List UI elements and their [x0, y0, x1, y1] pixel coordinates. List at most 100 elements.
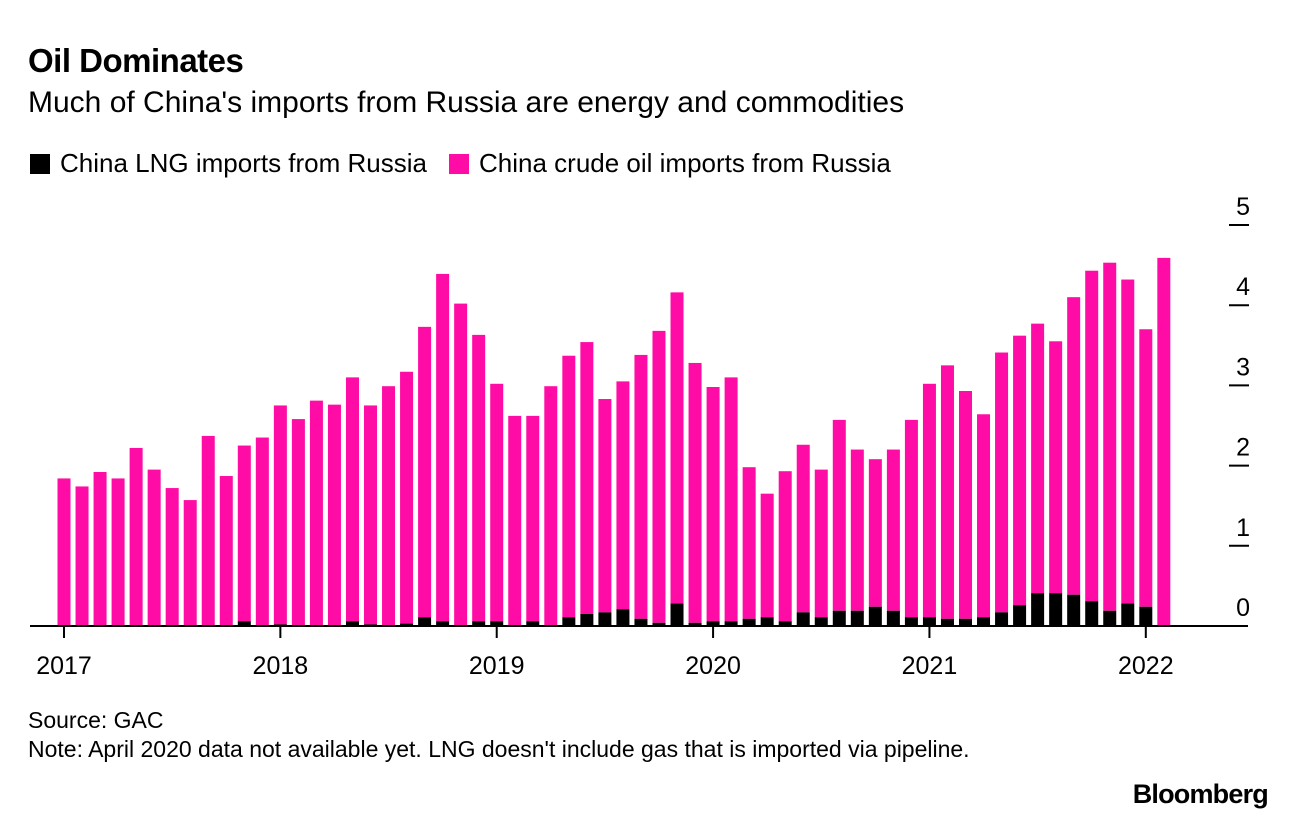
bar-crude	[796, 444, 810, 613]
bar-crude	[1157, 257, 1171, 626]
legend-label-lng: China LNG imports from Russia	[60, 148, 427, 178]
bar-lng	[832, 610, 846, 626]
bar-crude	[129, 447, 143, 626]
bar-lng	[886, 610, 900, 626]
bar-crude	[670, 292, 684, 604]
bar-lng	[400, 623, 414, 626]
bar-crude	[940, 365, 954, 619]
bar-crude	[93, 472, 107, 626]
bar-crude	[183, 500, 197, 626]
legend-label-crude: China crude oil imports from Russia	[479, 148, 891, 178]
bar-crude	[995, 352, 1009, 613]
legend-item-crude: China crude oil imports from Russia	[449, 148, 891, 179]
x-tick-label: 2018	[253, 652, 309, 680]
bar-lng	[706, 621, 720, 626]
bar-crude	[490, 383, 504, 622]
bar-crude	[418, 326, 432, 618]
bar-crude	[598, 399, 612, 613]
x-tick-label: 2020	[685, 652, 741, 680]
bar-lng	[796, 612, 810, 626]
y-tick-label: 5	[1236, 193, 1250, 221]
bar-lng	[634, 618, 648, 626]
bars-group	[57, 257, 1171, 626]
bar-lng	[814, 617, 828, 626]
bar-lng	[652, 622, 666, 626]
bar-lng	[562, 617, 576, 626]
bar-crude	[904, 419, 918, 618]
bar-crude	[291, 419, 305, 626]
bar-crude	[868, 459, 882, 607]
bar-crude	[977, 414, 991, 618]
bar-crude	[742, 467, 756, 619]
bar-lng	[472, 621, 486, 626]
bar-crude	[580, 342, 594, 614]
bar-crude	[219, 476, 233, 626]
bar-lng	[670, 603, 684, 626]
chart-title: Oil Dominates	[28, 42, 244, 79]
bar-lng	[345, 621, 359, 626]
axes-group: 0 1 2 3 4 5 2017 2018 2019 2020 2021 2022	[30, 193, 1250, 680]
bar-crude	[814, 469, 828, 618]
bar-lng	[490, 621, 504, 626]
bar-crude	[886, 449, 900, 611]
bar-crude	[400, 371, 414, 624]
bar-lng	[904, 617, 918, 626]
bar-lng	[598, 612, 612, 626]
bar-lng	[1121, 603, 1135, 626]
bar-crude	[760, 493, 774, 618]
bar-lng	[1103, 610, 1117, 626]
bar-lng	[977, 617, 991, 626]
bar-lng	[850, 610, 864, 626]
bar-crude	[634, 354, 648, 619]
bar-crude	[255, 437, 269, 626]
x-tick-label: 2019	[469, 652, 525, 680]
legend-swatch-lng	[30, 153, 50, 174]
legend-swatch-crude	[449, 153, 469, 174]
bar-crude	[616, 381, 630, 610]
bar-lng	[724, 621, 738, 626]
bar-crude	[309, 400, 323, 626]
chart-subtitle: Much of China's imports from Russia are …	[28, 86, 905, 119]
bar-lng	[868, 606, 882, 626]
bar-lng	[940, 618, 954, 626]
bar-crude	[472, 334, 486, 622]
y-tick-label: 0	[1236, 594, 1250, 622]
bar-crude	[165, 488, 179, 626]
bar-lng	[1139, 606, 1153, 626]
bar-lng	[1049, 593, 1063, 626]
bar-crude	[1121, 279, 1135, 604]
bar-crude	[850, 449, 864, 611]
bar-crude	[201, 435, 215, 626]
bar-crude	[778, 471, 792, 622]
bar-crude	[544, 386, 558, 626]
x-tick-label: 2017	[36, 652, 92, 680]
bloomberg-logo: Bloomberg	[1132, 779, 1269, 809]
bar-lng	[1067, 594, 1081, 626]
bar-lng	[778, 621, 792, 626]
bar-crude	[1103, 262, 1117, 611]
bar-crude	[454, 303, 468, 626]
bar-lng	[995, 612, 1009, 626]
bar-lng	[959, 618, 972, 626]
bar-crude	[364, 405, 378, 625]
bar-lng	[742, 618, 756, 626]
y-tick-label: 1	[1236, 514, 1250, 542]
bar-crude	[382, 386, 396, 626]
bar-crude	[922, 383, 936, 618]
data-note: Note: April 2020 data not available yet.…	[28, 736, 970, 762]
x-tick-label: 2022	[1118, 652, 1174, 680]
bar-lng	[580, 613, 594, 626]
bar-crude	[688, 362, 702, 623]
bar-crude	[273, 405, 287, 625]
bar-lng	[418, 617, 432, 626]
bar-crude	[706, 387, 720, 622]
bar-crude	[1049, 341, 1063, 594]
y-tick-label: 2	[1236, 434, 1250, 462]
bar-crude	[959, 391, 972, 619]
bar-crude	[75, 486, 89, 626]
bar-lng	[1031, 593, 1045, 626]
bar-crude	[652, 330, 666, 623]
legend: China LNG imports from Russia China crud…	[30, 148, 913, 179]
legend-item-lng: China LNG imports from Russia	[30, 148, 427, 179]
bar-crude	[724, 377, 738, 622]
